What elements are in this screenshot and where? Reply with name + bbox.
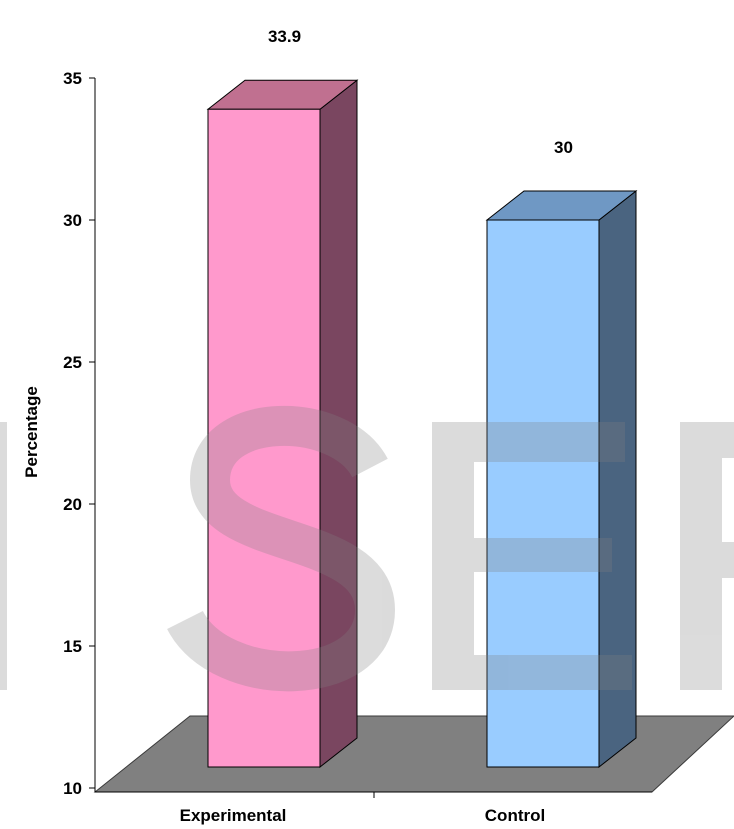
y-tick-label: 25: [63, 353, 82, 372]
y-axis-title: Percentage: [22, 386, 41, 478]
watermark: [0, 405, 734, 692]
bars: 33.9 Experimental 30 Control: [180, 27, 638, 825]
x-category-label: Experimental: [180, 806, 287, 825]
bar-control: 30 Control: [485, 138, 638, 825]
chart-floor: [93, 715, 734, 793]
bar-front-face: [486, 219, 600, 768]
y-tick-label: 10: [63, 779, 82, 798]
bar-value-label: 30: [554, 138, 573, 157]
x-category-label: Control: [485, 806, 545, 825]
y-tick-label: 20: [63, 495, 82, 514]
bar-experimental: 33.9 Experimental: [180, 27, 359, 825]
bar-value-label: 33.9: [268, 27, 301, 46]
bar-front-face: [207, 108, 321, 768]
y-tick-label: 30: [63, 211, 82, 230]
y-tick-label: 35: [63, 69, 82, 88]
y-tick-label: 15: [63, 637, 82, 656]
y-axis-ticks: 10 15 20 25 30 35: [63, 69, 95, 798]
